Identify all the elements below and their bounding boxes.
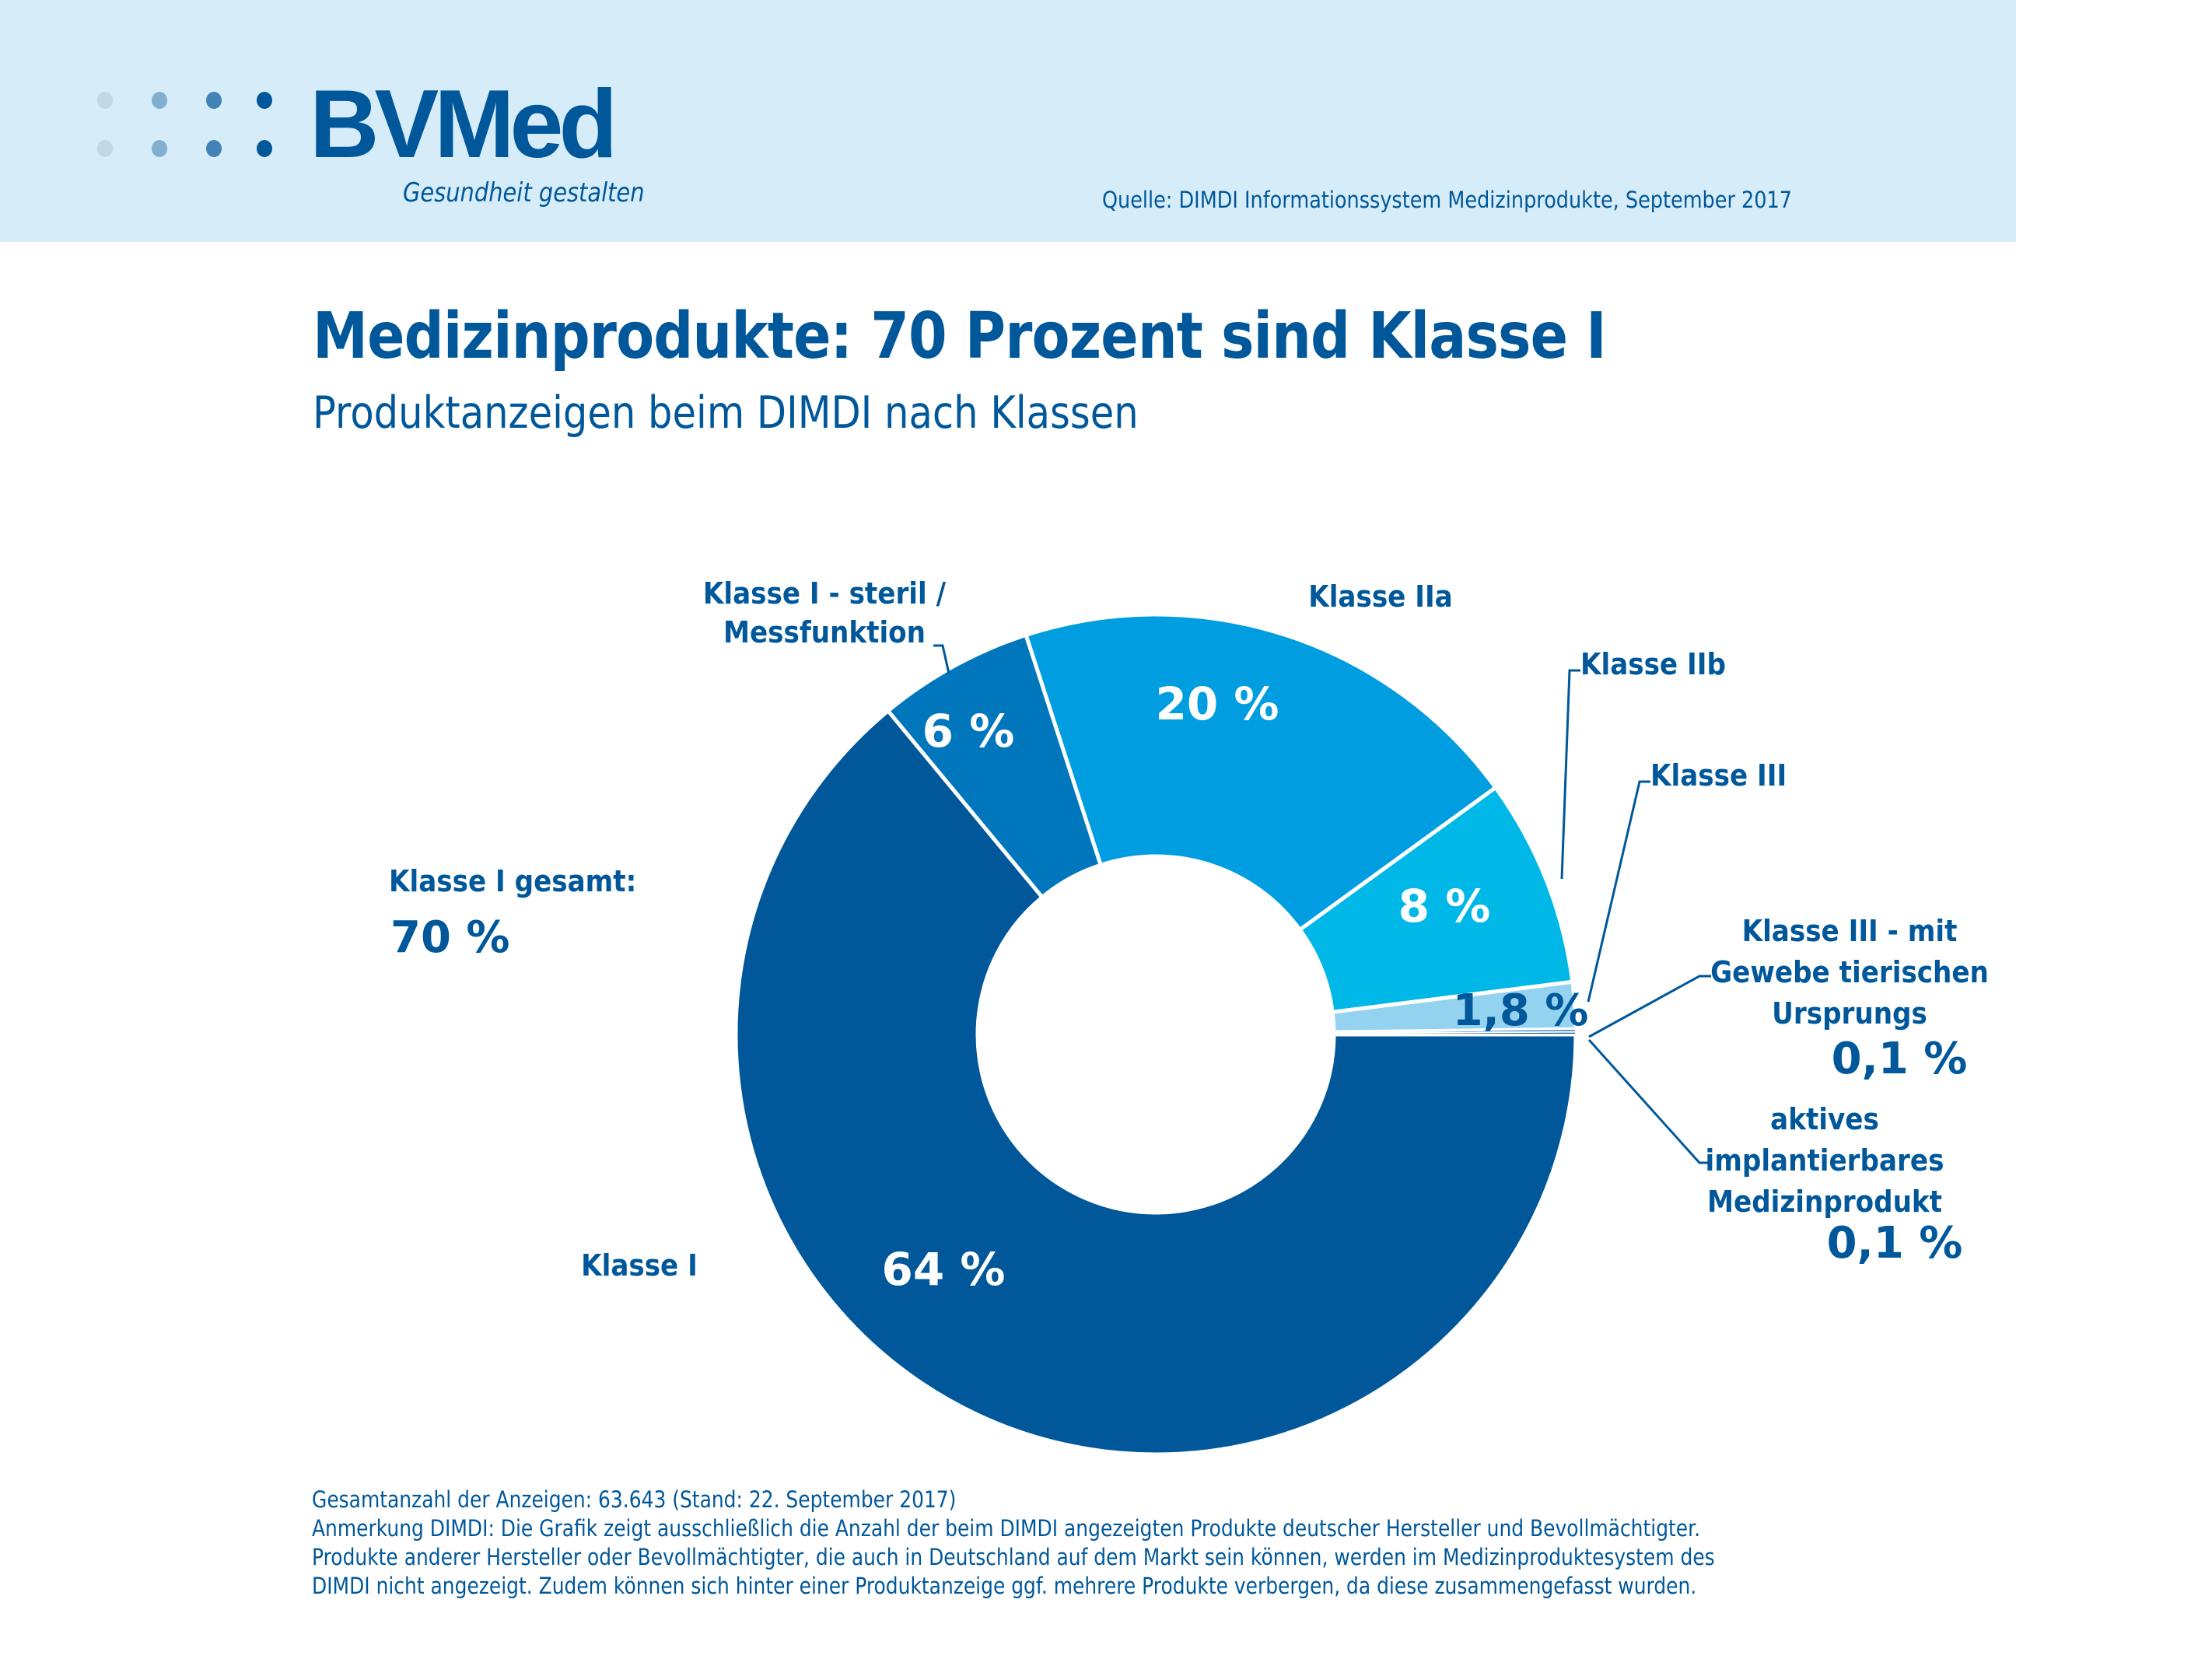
group-total-value: 70 %	[390, 912, 510, 963]
category-labels: Klasse I Klasse I - steril /Messfunktion K…	[581, 576, 1989, 1283]
slice-klasse-iia	[1023, 612, 1499, 933]
category-label-klasse-iii-mit-gewebe-tierischen-ursprungs: Gewebe tierischen	[1710, 954, 1989, 989]
logo-dot	[257, 92, 272, 109]
category-label-klasse-i-steril-messfunktion: Klasse I - steril /	[703, 576, 947, 611]
category-label-klasse-iii-mit-gewebe-tierischen-ursprungs: Ursprungs	[1772, 996, 1927, 1031]
value-label-klasse-iii: 1,8 %	[1453, 985, 1589, 1036]
slice-aktives-implantierbares-medizinprodukt	[1332, 1031, 1577, 1035]
leader-line-klasse-iib	[1560, 669, 1580, 880]
group-total-label: Klasse I gesamt: 70 %	[389, 863, 636, 963]
category-label-aktives-implantierbares-medizinprodukt: Medizinprodukt	[1707, 1184, 1942, 1219]
value-label-aktives-implantierbares-medizinprodukt: 0,1 %	[1827, 1218, 1963, 1269]
value-label-klasse-iia: 20 %	[1155, 677, 1279, 730]
value-labels: 64 % 6 % 20 % 8 % 1,8 % 0,1 % 0,1 %	[881, 677, 1967, 1296]
footnote-line: Produkte anderer Hersteller oder Bevollm…	[312, 1544, 1715, 1570]
logo-dot	[257, 140, 272, 157]
value-label-klasse-i: 64 %	[881, 1243, 1005, 1296]
logo-dot	[206, 92, 222, 109]
category-label-klasse-iii: Klasse III	[1650, 758, 1787, 793]
leader-line-klasse-i-steril-messfunktion	[933, 644, 950, 674]
logo-dot	[152, 140, 167, 157]
category-label-klasse-iii-mit-gewebe-tierischen-ursprungs: Klasse III - mit	[1742, 913, 1958, 948]
logo-dots-icon	[97, 92, 276, 170]
slice-klasse-iib	[1297, 785, 1575, 1015]
leader-line-klasse-iii	[1587, 780, 1650, 1003]
source-note: Quelle: DIMDI Informationssystem Medizin…	[1101, 187, 1792, 213]
value-label-klasse-i-steril-messfunktion: 6 %	[922, 705, 1015, 758]
group-total-title: Klasse I gesamt:	[389, 863, 636, 898]
category-label-aktives-implantierbares-medizinprodukt: implantierbares	[1706, 1143, 1944, 1178]
value-label-klasse-iib: 8 %	[1398, 880, 1491, 933]
slice-klasse-i	[733, 708, 1578, 1457]
leader-lines	[933, 644, 1711, 1164]
logo-dot	[152, 92, 167, 109]
logo-dot	[206, 140, 222, 157]
leader-line-aktives-implantierbares-medizinprodukt	[1587, 1038, 1711, 1164]
logo-tagline: Gesundheit gestalten	[403, 177, 645, 208]
category-label-aktives-implantierbares-medizinprodukt: aktives	[1770, 1101, 1879, 1136]
value-label-klasse-iii-mit-gewebe-tierischen-ursprungs: 0,1 %	[1832, 1034, 1968, 1084]
logo-wordmark: BVMed	[310, 71, 618, 178]
logo-dot	[97, 92, 113, 109]
leader-line-klasse-iii-mit-gewebe-tierischen-ursprungs	[1588, 975, 1711, 1038]
category-label-klasse-iia: Klasse IIa	[1308, 579, 1453, 614]
category-label-klasse-i-steril-messfunktion: Messfunktion	[723, 614, 926, 649]
footnote-line: DIMDI nicht angezeigt. Zudem können sich…	[312, 1573, 1697, 1599]
chart-subtitle: Produktanzeigen beim DIMDI nach Klassen	[313, 387, 1139, 439]
footnote-line: Anmerkung DIMDI: Die Grafik zeigt aussch…	[312, 1515, 1701, 1542]
header-band: BVMed Gesundheit gestalten Quelle: DIMDI…	[0, 0, 2016, 242]
logo-dot	[97, 140, 113, 157]
category-label-klasse-iib: Klasse IIb	[1580, 646, 1726, 681]
footnote-total: Gesamtanzahl der Anzeigen: 63.643 (Stand…	[312, 1486, 957, 1513]
chart-title: Medizinprodukte: 70 Prozent sind Klasse …	[313, 299, 1607, 373]
donut-slices	[733, 612, 1578, 1457]
footnote: Gesamtanzahl der Anzeigen: 63.643 (Stand…	[312, 1486, 1715, 1601]
category-label-klasse-i: Klasse I	[581, 1248, 698, 1283]
